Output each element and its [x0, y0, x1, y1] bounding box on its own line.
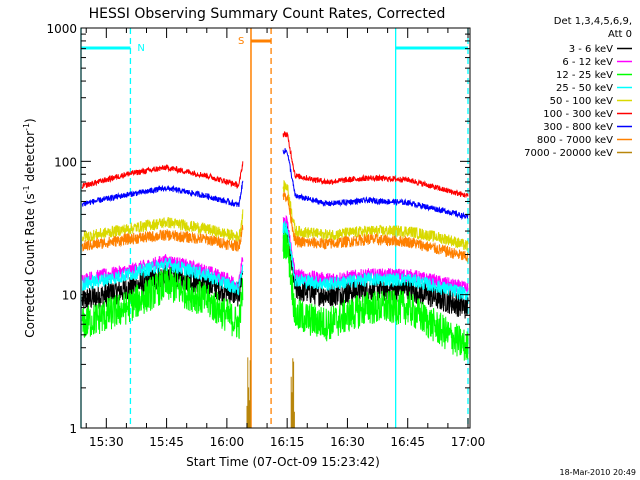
legend-entry-label: 6 - 12 keV: [562, 57, 613, 68]
x-tick-label: 16:30: [330, 435, 365, 449]
series-layer: [81, 131, 469, 428]
y-tick-label: 10: [62, 289, 77, 303]
night-label: N: [137, 43, 144, 54]
series-line: [81, 179, 469, 251]
legend-entry-label: 3 - 6 keV: [569, 44, 613, 55]
series-line: [81, 226, 469, 361]
y-tick-label: 1000: [46, 22, 77, 36]
legend-entry-label: 25 - 50 keV: [556, 83, 613, 94]
y-axis-label-sup1: -1: [22, 185, 31, 193]
x-tick-label: 16:45: [390, 435, 425, 449]
y-tick-label: 1: [69, 422, 77, 436]
legend: Det 1,3,4,5,6,9, Att 0 3 - 6 keV 6 - 12 k…: [524, 16, 632, 159]
x-tick-label: 15:30: [89, 435, 124, 449]
legend-header-2: Att 0: [608, 29, 632, 40]
y-axis-label-part2: detector: [23, 131, 37, 186]
legend-entry-label: 300 - 800 keV: [543, 122, 613, 133]
y-tick-label: 100: [54, 155, 77, 169]
y-axis-label-part1: Corrected Count Rate (s: [23, 193, 37, 337]
legend-entry-label: 12 - 25 keV: [556, 70, 613, 81]
y-axis-label-part3: ): [23, 118, 37, 123]
legend-entry-label: 100 - 300 keV: [543, 109, 613, 120]
footer-timestamp: 18-Mar-2010 20:49: [560, 468, 637, 477]
x-tick-label: 16:00: [210, 435, 245, 449]
series-line: [246, 357, 295, 428]
x-tick-label: 17:00: [451, 435, 486, 449]
saa-label: S: [238, 36, 244, 47]
plot-frame: [80, 27, 471, 429]
axes-layer: 1 10 100 1000 15:30 15:45 16:00 16:15 16:30 16:45…: [46, 22, 485, 449]
y-axis-label: Corrected Count Rate (s-1 detector-1): [22, 118, 37, 337]
x-axis-label: Start Time (07-Oct-09 15:23:42): [186, 455, 380, 469]
x-tick-label: 15:45: [149, 435, 184, 449]
chart-title: HESSI Observing Summary Count Rates, Cor…: [89, 6, 446, 22]
series-line: [81, 191, 469, 263]
series-line: [81, 148, 469, 221]
x-tick-label: 16:15: [270, 435, 305, 449]
y-axis-label-sup2: -1: [22, 123, 31, 131]
series-line: [81, 131, 469, 198]
legend-entry-label: 800 - 7000 keV: [537, 135, 613, 146]
legend-entry-label: 50 - 100 keV: [550, 96, 614, 107]
legend-entry-label: 7000 - 20000 keV: [524, 148, 613, 159]
series-line: [81, 220, 469, 301]
legend-header-1: Det 1,3,4,5,6,9,: [554, 16, 632, 27]
